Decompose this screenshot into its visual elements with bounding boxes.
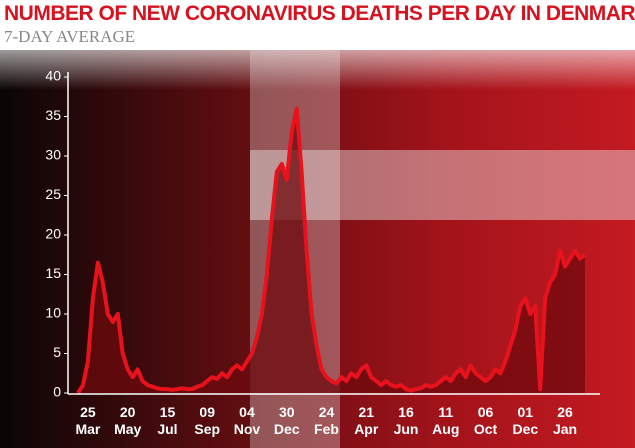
y-tick-label: 0 [53,384,61,400]
y-tick-label: 35 [45,107,61,123]
y-tick-label: 40 [45,68,61,84]
line [76,106,587,395]
x-tick-label: 06 Oct [473,404,498,437]
x-tick-label: 21 Apr [354,404,379,437]
x-tick-label: 15 Jul [157,404,178,437]
chart-subtitle: 7-DAY AVERAGE [4,27,136,46]
y-tick-label: 10 [45,305,61,321]
area [78,108,585,393]
x-tick-label: 30 Dec [273,404,300,437]
x-tick-label: 01 Dec [512,404,539,437]
chart-title: NUMBER OF NEW CORONAVIRUS DEATHS PER DAY… [4,2,635,25]
x-tick-label: 16 Jun [393,404,419,437]
x-tick-label: 11 Aug [432,404,460,437]
x-tick-label: 26 Jan [552,404,578,437]
x-tick-label: 20 May [114,404,142,437]
x-tick-label: 04 Nov [233,404,261,437]
y-tick-label: 20 [45,226,61,242]
background-fade [0,50,635,90]
y-tick-label: 15 [45,265,61,281]
x-tick-label: 24 Feb [314,404,339,437]
x-tick-label: 25 Mar [75,404,101,437]
flag-cross-h [250,150,635,220]
x-tick-label: 09 Sep [194,404,221,437]
plot: 0 5 10 15 20 25 30 35 40 [45,68,587,400]
y-tick-label: 25 [45,186,61,202]
y-tick-label: 5 [53,344,61,360]
y-tick-label: 30 [45,147,61,163]
